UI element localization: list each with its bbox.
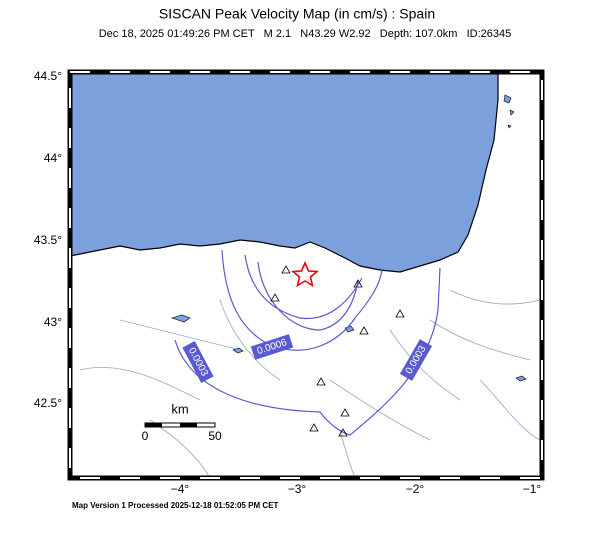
scale-end: 50 bbox=[208, 429, 222, 443]
map-area: 0.0003 0.0006 0.0003 km 0 50 bbox=[67, 69, 545, 481]
lat-label: 44.5° bbox=[34, 69, 62, 83]
epicenter bbox=[290, 261, 320, 288]
lat-label: 43° bbox=[44, 315, 62, 329]
scale-unit: km bbox=[171, 401, 188, 416]
station bbox=[270, 265, 405, 437]
contour bbox=[244, 254, 363, 320]
lon-ticks: −4° −3° −2° −1° bbox=[171, 482, 542, 496]
lon-label: −1° bbox=[523, 482, 542, 496]
lon-label: −2° bbox=[406, 482, 425, 496]
contour bbox=[257, 261, 359, 331]
scale-start: 0 bbox=[142, 429, 149, 443]
subtitle: Dec 18, 2025 01:49:26 PM CET M 2.1 N43.2… bbox=[99, 28, 512, 40]
sea bbox=[69, 71, 499, 273]
lakes bbox=[171, 314, 527, 382]
stations bbox=[270, 265, 405, 437]
rivers bbox=[79, 289, 541, 479]
lat-label: 42.5° bbox=[34, 396, 62, 410]
frame bbox=[67, 69, 545, 481]
lon-label: −4° bbox=[171, 482, 190, 496]
islands bbox=[503, 94, 515, 129]
title: SISCAN Peak Velocity Map (in cm/s) : Spa… bbox=[159, 6, 435, 22]
lat-label: 44° bbox=[44, 151, 62, 165]
lat-ticks: 44.5° 44° 43.5° 43° 42.5° bbox=[34, 69, 62, 410]
scale-bar: km 0 50 bbox=[142, 401, 222, 443]
footer: Map Version 1 Processed 2025-12-18 01:52… bbox=[72, 501, 278, 510]
lon-label: −3° bbox=[288, 482, 307, 496]
contour bbox=[221, 249, 383, 351]
lat-label: 43.5° bbox=[34, 233, 62, 247]
